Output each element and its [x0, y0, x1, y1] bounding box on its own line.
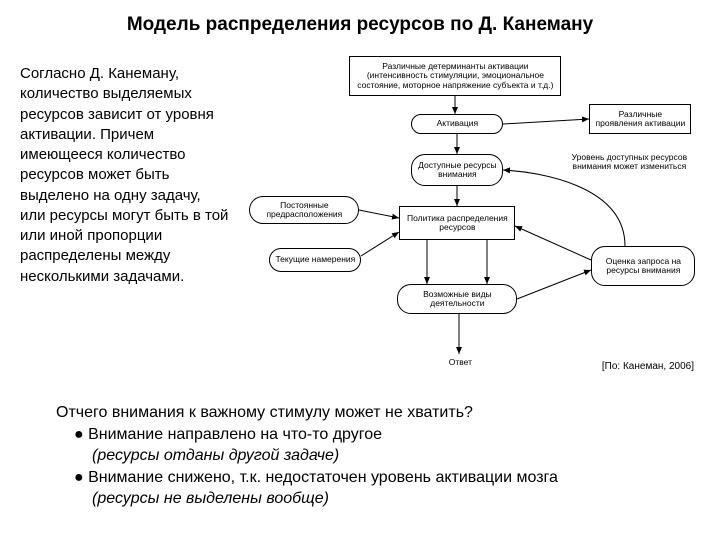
bullet-1: ● Внимание направлено на что-то другое [56, 424, 670, 446]
edge-activation-manifestations [503, 119, 589, 124]
node-manifestations: Различные проявления активации [589, 104, 691, 134]
bullet-2: ● Внимание снижено, т.к. недостаточен ур… [56, 467, 670, 489]
edge-intentions-policy [361, 232, 399, 256]
edge-activities-evaluation [517, 270, 591, 299]
node-response: Ответ [437, 354, 483, 372]
node-activation: Активация [411, 114, 503, 134]
bullet-2-paren: (ресурсы не выделены вообще) [56, 488, 670, 510]
bottom-text: Отчего внимания к важному стимулу может … [0, 396, 720, 510]
page-title: Модель распределения ресурсов по Д. Кане… [0, 0, 720, 46]
bottom-question: Отчего внимания к важному стимулу может … [56, 402, 670, 424]
edge-evaluation-policy [515, 226, 591, 260]
bullet-1-paren: (ресурсы отданы другой задаче) [56, 445, 670, 467]
content-row: Согласно Д. Канеману, количество выделяе… [0, 46, 720, 396]
node-policy: Политика распределения ресурсов [399, 206, 515, 240]
node-intentions: Текущие намерения [269, 248, 361, 272]
node-activities: Возможные виды деятельности [397, 284, 517, 314]
edge-predispositions-policy [359, 210, 399, 218]
citation: [По: Канеман, 2006] [602, 361, 694, 372]
node-determinants: Различные детерминанты активации (интенс… [349, 56, 561, 96]
node-predispositions: Постоянные предрасположения [249, 196, 359, 224]
kahneman-diagram: Различные детерминанты активации (интенс… [241, 56, 700, 396]
left-paragraph: Согласно Д. Канеману, количество выделяе… [20, 56, 229, 396]
node-available: Доступные ресурсы внимания [411, 154, 503, 186]
node-resources_label: Уровень доступных ресурсов внимания може… [561, 148, 697, 176]
edge-evaluation-available [503, 170, 625, 246]
node-evaluation: Оценка запроса на ресурсы внимания [591, 246, 695, 286]
